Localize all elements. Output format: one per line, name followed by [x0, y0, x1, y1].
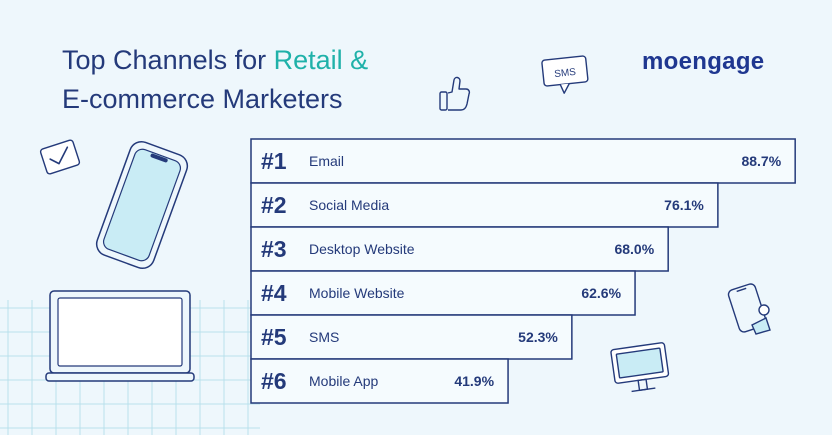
page-title-line-2: E-commerce Marketers [62, 84, 343, 114]
value-label: 52.3% [518, 329, 558, 345]
category-label: Desktop Website [309, 241, 415, 257]
category-label: Mobile Website [309, 285, 405, 301]
bar-group-social-media: #2 Social Media 76.1% [250, 182, 719, 228]
category-label: Social Media [309, 197, 389, 213]
rank-label: #4 [261, 280, 287, 306]
laptop-icon [45, 290, 195, 382]
rank-label: #5 [261, 324, 287, 350]
bar-desktop-website [250, 226, 669, 272]
value-label: 76.1% [664, 197, 704, 213]
page-title-line-1: Top Channels for Retail & [62, 43, 368, 77]
moengage-logo: moengage [642, 48, 765, 75]
bar-chart: #1 Email 88.7% #2 Social Media 76.1% #3 Desktop… [250, 138, 796, 404]
monitor-icon [610, 342, 670, 393]
category-label: SMS [309, 329, 339, 345]
thumbs-up-icon [439, 76, 471, 111]
bar-sms [250, 314, 573, 360]
value-label: 68.0% [614, 241, 654, 257]
title-prefix: Top Channels for [62, 45, 274, 75]
sms-bubble-icon: SMS [541, 55, 589, 94]
value-label: 62.6% [581, 285, 621, 301]
rank-label: #2 [261, 192, 287, 218]
bar-group-mobile-app: #6 Mobile App 41.9% [250, 358, 509, 404]
envelope-check-icon [39, 139, 81, 175]
rank-label: #1 [261, 148, 287, 174]
category-label: Email [309, 153, 344, 169]
bar-email [250, 138, 796, 184]
sms-bubble-label: SMS [554, 67, 577, 80]
rank-label: #6 [261, 368, 287, 394]
value-label: 41.9% [454, 373, 494, 389]
phone-notification-icon [727, 283, 771, 335]
smartphone-icon [95, 140, 189, 270]
value-label: 88.7% [741, 153, 781, 169]
category-label: Mobile App [309, 373, 378, 389]
bar-group-desktop-website: #3 Desktop Website 68.0% [250, 226, 669, 272]
bar-mobile-app [250, 358, 509, 404]
title-accent: Retail & [273, 45, 369, 75]
bar-group-email: #1 Email 88.7% [250, 138, 796, 184]
bar-group-sms: #5 SMS 52.3% [250, 314, 573, 360]
rank-label: #3 [261, 236, 287, 262]
bar-group-mobile-website: #4 Mobile Website 62.6% [250, 270, 636, 316]
